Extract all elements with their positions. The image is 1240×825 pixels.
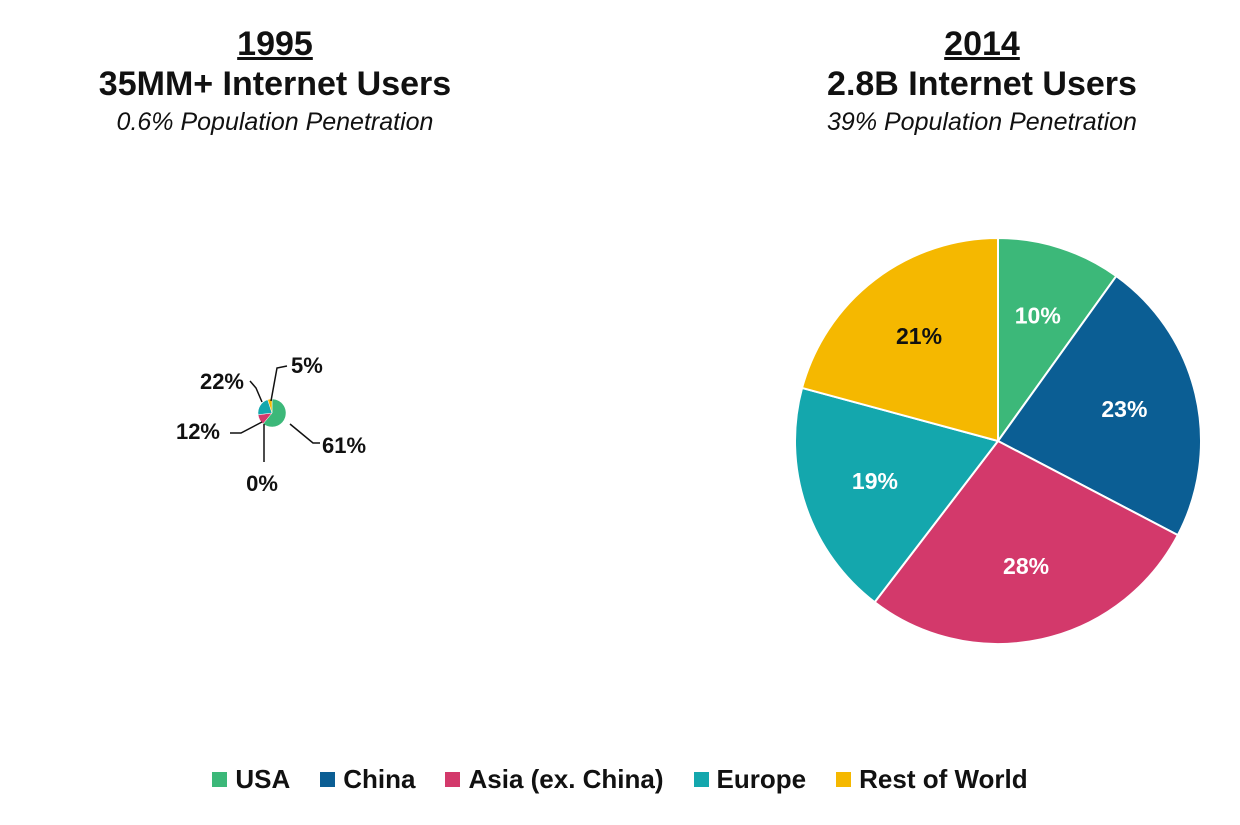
legend-label: Asia (ex. China) <box>468 764 664 794</box>
chart-legend: USA China Asia (ex. China) Europe Rest o… <box>0 764 1240 795</box>
pie-slice-rest-of-world <box>800 236 999 443</box>
leader-line-rest-of-world <box>270 365 288 402</box>
year-label: 2014 <box>944 25 1020 63</box>
users-label: 2.8B Internet Users <box>827 65 1137 103</box>
slice-label-europe: 19% <box>852 468 898 494</box>
penetration-label: 39% Population Penetration <box>827 108 1137 136</box>
pie-chart-1995: 61% 0% 12% 22% 5% <box>176 353 366 496</box>
pie-slice-europe <box>794 386 1000 604</box>
legend-swatch <box>445 772 461 787</box>
legend-label: China <box>343 764 416 794</box>
pie-slice-usa <box>997 236 1118 445</box>
legend-label: USA <box>235 764 291 794</box>
legend-item-europe: Europe <box>693 764 807 795</box>
legend-swatch <box>836 772 852 787</box>
pie-slice-china <box>996 274 1202 537</box>
pie-chart-2014: 10% 23% 28% 19% 21% <box>794 236 1202 645</box>
leader-line-usa <box>289 423 320 444</box>
slice-label-usa: 61% <box>322 433 366 458</box>
pie-slice-asia-ex-china <box>873 439 1180 645</box>
penetration-label: 0.6% Population Penetration <box>116 108 434 136</box>
slice-label-europe: 22% <box>200 369 244 394</box>
legend-item-rest-of-world: Rest of World <box>836 764 1028 795</box>
chart-title-2014: 2014 2.8B Internet Users 39% Population … <box>722 24 1240 140</box>
users-label: 35MM+ Internet Users <box>98 65 452 103</box>
legend-item-usa: USA <box>212 764 290 795</box>
leader-line-europe <box>249 380 263 403</box>
legend-label: Europe <box>716 764 807 794</box>
slice-label-china: 23% <box>1101 396 1147 422</box>
slice-label-usa: 10% <box>1015 302 1061 328</box>
legend-swatch <box>693 772 709 787</box>
slice-label-rest-of-world: 5% <box>291 353 323 378</box>
year-label: 1995 <box>237 25 313 63</box>
pie-slice-usa <box>262 398 287 428</box>
legend-item-asia: Asia (ex. China) <box>445 764 664 795</box>
chart-title-1995: 1995 35MM+ Internet Users 0.6% Populatio… <box>15 24 535 140</box>
slice-label-asia-ex-china: 12% <box>176 419 220 444</box>
legend-label: Rest of World <box>859 764 1028 794</box>
legend-swatch <box>320 772 336 787</box>
legend-item-china: China <box>320 764 415 795</box>
slice-label-asia-ex-china: 28% <box>1003 553 1049 579</box>
slice-label-rest-of-world: 21% <box>896 323 942 349</box>
slice-label-china: 0% <box>246 471 278 496</box>
leader-line-asia-ex-china <box>230 421 263 434</box>
legend-swatch <box>212 772 228 787</box>
